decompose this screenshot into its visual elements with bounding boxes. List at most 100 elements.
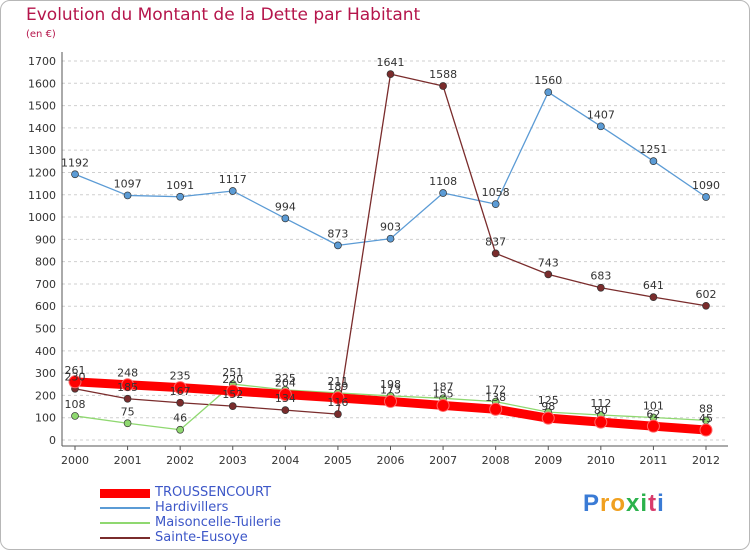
chart-title: Evolution du Montant de la Dette par Hab… [26, 5, 421, 25]
legend-label: Sainte-Eusoye [155, 530, 248, 545]
logo-letter: i [640, 490, 649, 517]
data-point [439, 189, 447, 197]
data-point [541, 411, 555, 425]
data-point [334, 410, 342, 418]
data-label: 1251 [639, 143, 667, 156]
data-point [544, 270, 553, 279]
legend-label: Maisoncelle-Tuilerie [155, 515, 282, 530]
data-point [439, 82, 447, 90]
data-point [281, 406, 290, 414]
data-label: 873 [327, 227, 348, 240]
series-hardivillers [71, 88, 710, 250]
y-tick-label: 1500 [28, 100, 56, 113]
x-tick-label: 2010 [587, 454, 615, 467]
data-label: 1097 [114, 177, 142, 190]
y-tick-label: 1600 [28, 77, 56, 90]
y-tick-label: 800 [35, 256, 56, 269]
data-point [491, 200, 500, 208]
data-label: 116 [327, 396, 348, 409]
data-point [334, 241, 342, 250]
data-label: 204 [275, 377, 296, 390]
series-line [74, 73, 707, 415]
data-label: 230 [65, 371, 86, 384]
data-label: 88 [699, 402, 713, 415]
data-label: 235 [170, 370, 191, 383]
data-label: 155 [433, 387, 454, 400]
legend-label: TROUSSENCOURT [155, 485, 272, 500]
chart-subtitle: (en €) [26, 29, 56, 40]
data-label: 225 [275, 372, 296, 385]
data-point [228, 187, 237, 195]
data-label: 248 [117, 367, 138, 380]
data-point [489, 402, 503, 416]
data-label: 1192 [61, 156, 89, 169]
data-label: 220 [222, 373, 243, 386]
y-tick-label: 1200 [28, 166, 56, 179]
y-tick-label: 100 [35, 412, 56, 425]
data-point [436, 398, 450, 412]
data-label: 185 [117, 381, 138, 394]
data-label: 75 [121, 405, 135, 418]
y-tick-label: 1700 [28, 55, 56, 68]
data-point [646, 419, 660, 433]
x-tick-label: 2004 [271, 454, 299, 467]
data-label: 198 [380, 378, 401, 391]
data-label: 1108 [429, 175, 457, 188]
x-tick-label: 2005 [324, 454, 352, 467]
y-tick-label: 600 [35, 300, 56, 313]
data-point [702, 193, 710, 201]
x-tick-label: 2006 [377, 454, 405, 467]
data-label: 1117 [219, 173, 247, 186]
data-label: 683 [590, 270, 611, 283]
x-tick-label: 2008 [482, 454, 510, 467]
x-tick-label: 2009 [534, 454, 562, 467]
data-label: 1091 [166, 179, 194, 192]
y-tick-label: 500 [35, 323, 56, 336]
data-point [702, 301, 710, 310]
data-label: 167 [170, 385, 191, 398]
data-point [123, 394, 132, 403]
data-label: 994 [275, 200, 296, 213]
data-label: 112 [590, 397, 611, 410]
data-point [176, 192, 185, 201]
data-point [176, 425, 185, 434]
data-label: 602 [696, 288, 717, 301]
logo-letter: o [610, 490, 627, 517]
x-tick-label: 2003 [219, 454, 247, 467]
data-point [173, 381, 187, 395]
y-tick-label: 1100 [28, 189, 56, 202]
logo-letter: t [648, 490, 658, 517]
data-label: 1407 [587, 108, 615, 121]
data-point [649, 157, 658, 165]
data-point [386, 70, 395, 79]
data-point [123, 419, 132, 428]
data-label: 187 [433, 380, 454, 393]
logo-letter: P [583, 490, 601, 517]
data-point [228, 402, 237, 410]
x-tick-label: 2011 [639, 454, 667, 467]
data-label: 641 [643, 279, 664, 292]
data-label: 1560 [534, 74, 562, 87]
data-label: 743 [538, 256, 559, 269]
data-point [594, 415, 608, 429]
y-tick-label: 300 [35, 367, 56, 380]
data-point [331, 391, 345, 405]
legend-swatch [100, 537, 150, 539]
logo-letter: x [626, 490, 641, 517]
data-point [491, 249, 500, 258]
data-point [123, 191, 132, 200]
data-label: 1588 [429, 68, 457, 81]
data-point [649, 293, 658, 301]
data-point [544, 88, 553, 97]
y-tick-label: 400 [35, 345, 56, 358]
data-point [384, 394, 397, 408]
legend-swatch [100, 488, 150, 498]
data-point [68, 375, 82, 389]
data-label: 80 [594, 404, 608, 417]
data-point [386, 234, 395, 243]
y-tick-label: 1300 [28, 144, 56, 157]
y-tick-label: 700 [35, 278, 56, 291]
x-tick-label: 2007 [429, 454, 457, 467]
